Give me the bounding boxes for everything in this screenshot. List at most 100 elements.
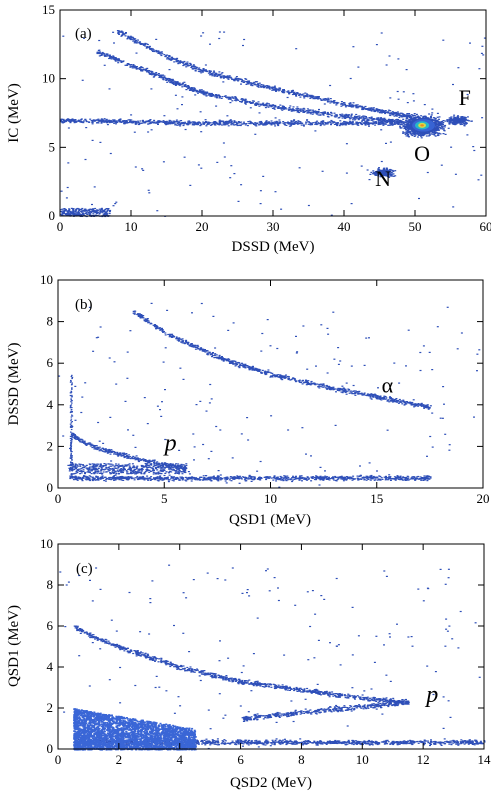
band-point (331, 120, 334, 122)
cluster-point (412, 127, 415, 130)
band-point (171, 78, 174, 80)
cluster-point (404, 125, 407, 127)
cluster-point (407, 120, 410, 122)
band-point (317, 112, 320, 114)
background-point (385, 64, 388, 66)
low-energy-point (92, 209, 95, 211)
background-point (204, 119, 207, 121)
background-point (215, 105, 218, 107)
band-point (160, 54, 163, 57)
cluster-point (452, 120, 455, 122)
band-point (300, 94, 303, 96)
band-point (349, 103, 352, 105)
band-point (349, 105, 352, 107)
band-point (321, 123, 324, 125)
cluster-point (442, 120, 445, 122)
cluster-point (392, 170, 395, 173)
band-point (265, 87, 268, 89)
band-point (394, 115, 397, 117)
cluster-point (394, 119, 397, 121)
band-point (126, 38, 129, 40)
low-energy-point (70, 213, 73, 215)
band-point (272, 88, 275, 90)
band-point (345, 116, 348, 119)
band-point (97, 118, 100, 120)
band-point (336, 123, 339, 125)
band-point (352, 117, 355, 119)
band-point (314, 110, 317, 112)
band-point (150, 122, 153, 124)
band-point (240, 123, 243, 125)
cluster-point (441, 127, 444, 129)
band-point (262, 85, 265, 88)
band-point (178, 120, 181, 122)
band-point (293, 119, 296, 121)
band-point (119, 60, 122, 62)
band-point (342, 122, 345, 124)
band-point (333, 115, 336, 117)
band-point (340, 105, 343, 107)
cluster-point (402, 118, 405, 120)
band-point (218, 74, 221, 76)
band-point (356, 107, 359, 109)
cluster-point (453, 117, 456, 119)
band-point (344, 124, 347, 126)
cluster-point (420, 118, 423, 120)
background-point (442, 39, 445, 41)
band-point (188, 89, 191, 91)
band-point (233, 120, 236, 122)
band-point (235, 123, 238, 125)
band-point (260, 120, 263, 123)
band-point (272, 86, 275, 88)
band-point (168, 55, 171, 57)
band-point (142, 44, 145, 46)
band-point (181, 123, 184, 125)
band-point (163, 77, 165, 79)
band-point (299, 121, 302, 123)
band-point (274, 122, 277, 124)
band-point (285, 124, 288, 126)
band-point (254, 84, 257, 86)
band-point (130, 64, 133, 66)
band-point (260, 123, 263, 125)
band-point (429, 405, 432, 407)
band-point (265, 122, 268, 124)
band-point (355, 116, 358, 118)
background-point (482, 54, 485, 56)
background-point (112, 31, 115, 33)
background-point (91, 139, 94, 141)
cluster-point (444, 120, 447, 122)
background-point (233, 173, 236, 175)
band-point (140, 66, 143, 68)
band-point (377, 120, 380, 122)
band-point (177, 60, 180, 62)
cluster-point (410, 124, 413, 126)
cluster-point (410, 126, 413, 128)
cluster-point (470, 120, 473, 122)
band-point (113, 122, 116, 124)
band-point (151, 49, 153, 51)
band-point (267, 122, 270, 124)
band-point (383, 121, 386, 123)
band-point (303, 97, 306, 99)
band-point (254, 104, 257, 106)
band-point (135, 66, 138, 68)
background-point (103, 64, 106, 66)
band-point (212, 94, 215, 97)
cluster-point (413, 117, 416, 119)
band-point (358, 115, 361, 117)
band-point (356, 124, 359, 126)
band-point (184, 121, 187, 123)
background-point (466, 93, 469, 96)
band-point (320, 123, 323, 125)
cluster-point (422, 133, 425, 135)
band-point (312, 98, 315, 100)
band-point (141, 70, 144, 72)
band-point (384, 118, 387, 120)
band-point (91, 120, 94, 122)
band-point (299, 108, 302, 110)
band-point (106, 54, 109, 56)
band-point (406, 113, 409, 115)
background-point (314, 130, 317, 132)
